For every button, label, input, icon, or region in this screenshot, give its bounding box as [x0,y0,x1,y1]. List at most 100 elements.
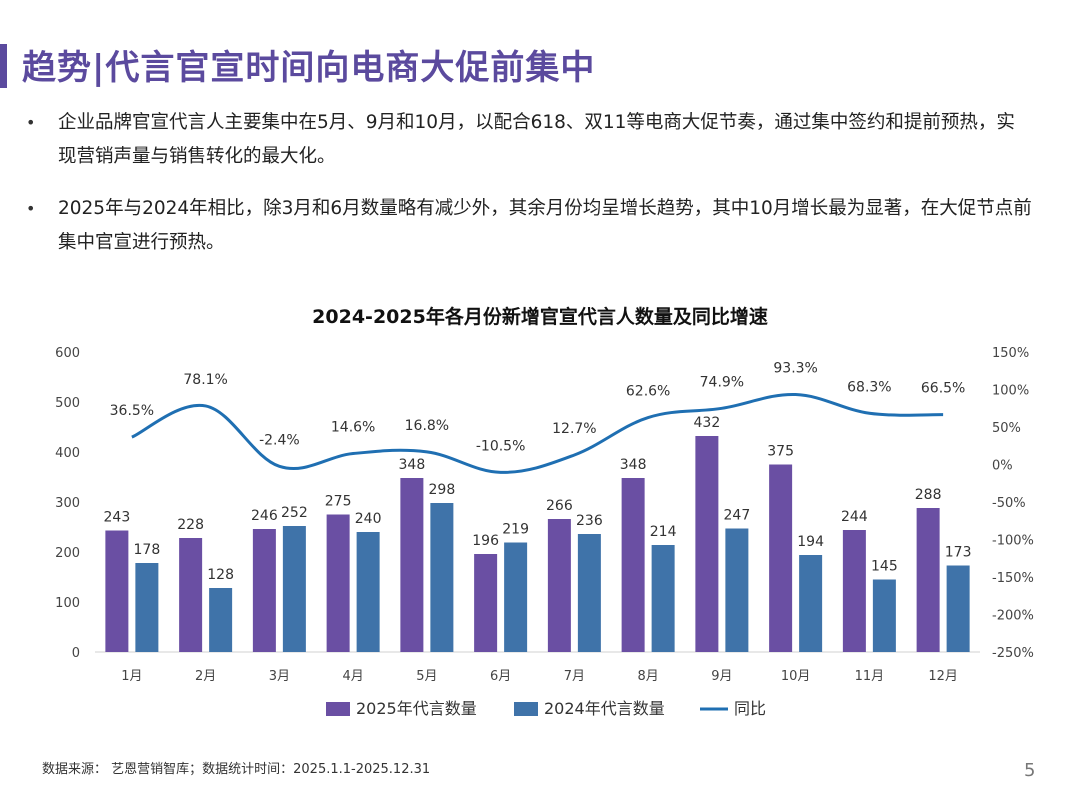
bar-2025-value-label: 228 [177,517,204,533]
bar-2024 [209,588,233,652]
bar-2024-value-label: 173 [945,545,972,561]
bar-2025-value-label: 348 [399,457,426,473]
legend-label-2025: 2025年代言数量 [356,699,477,718]
page-number: 5 [1024,760,1036,781]
bar-2024 [135,563,159,652]
bar-2025 [400,478,424,652]
bar-2024 [651,545,675,652]
bar-2024 [946,565,970,652]
bar-2024-value-label: 194 [797,534,824,550]
bar-2025 [916,508,940,652]
yoy-value-label: 93.3% [773,361,817,377]
bar-2025 [474,554,498,652]
x-tick-label: 7月 [564,669,585,684]
bar-2024-value-label: 214 [650,524,677,540]
data-source-note: 数据来源： 艺恩营销智库；数据统计时间：2025.1.1-2025.12.31 [42,762,431,777]
bar-2024-value-label: 240 [355,511,382,527]
chart-title: 2024-2025年各月份新增官宣代言人数量及同比增速 [312,305,768,328]
bar-2025-value-label: 196 [472,533,499,549]
bar-2024 [282,526,306,652]
yoy-value-label: 16.8% [405,418,449,434]
bar-2025 [179,538,203,652]
bullet-list: • 企业品牌官宣代言人主要集中在5月、9月和10月，以配合618、双11等电商大… [22,106,1032,278]
bar-2025 [547,519,571,652]
y-right-tick-label: 0% [992,459,1013,474]
x-tick-label: 8月 [637,669,658,684]
combo-chart: 2024-2025年各月份新增官宣代言人数量及同比增速 0 100 200 300 400… [55,305,1034,718]
bar-2024-value-label: 252 [281,505,308,521]
bar-2025-value-label: 348 [620,457,647,473]
bar-2025 [769,464,793,652]
bar-2024 [430,503,454,652]
legend-swatch-2024 [514,702,538,716]
bar-2025 [252,529,276,652]
title-accent-bar [0,44,7,88]
x-tick-label: 1月 [121,669,142,684]
bar-2025-value-label: 288 [915,487,942,503]
x-tick-label: 3月 [269,669,290,684]
yoy-value-label: -2.4% [259,432,300,448]
bullet-item: • 企业品牌官宣代言人主要集中在5月、9月和10月，以配合618、双11等电商大… [22,106,1032,174]
bullet-dot-icon: • [26,113,36,132]
bar-2024-value-label: 247 [724,508,751,524]
bar-2025 [695,436,719,652]
bar-2024 [356,532,380,652]
bar-2025-value-label: 432 [694,415,721,431]
x-tick-label: 9月 [711,669,732,684]
yoy-value-label: 12.7% [552,421,596,437]
y-left-tick-label: 200 [55,546,80,561]
bar-2025-value-label: 246 [251,508,278,524]
bullet-text: 企业品牌官宣代言人主要集中在5月、9月和10月，以配合618、双11等电商大促节… [58,112,1015,167]
y-left-tick-label: 600 [55,346,80,361]
bar-2025-value-label: 275 [325,494,352,510]
bullet-text: 2025年与2024年相比，除3月和6月数量略有减少外，其余月份均呈增长趋势，其… [58,198,1032,253]
x-tick-label: 6月 [490,669,511,684]
yoy-value-label: 36.5% [110,403,154,419]
yoy-value-label: -10.5% [476,438,526,454]
bar-2024 [504,542,528,652]
bar-2025-value-label: 266 [546,498,573,514]
legend-label-yoy: 同比 [734,699,766,718]
y-left-tick-label: 0 [72,646,80,661]
y-right-tick-label: -100% [992,534,1034,549]
bar-2024 [725,528,749,652]
y-left-tick-label: 400 [55,446,80,461]
x-tick-label: 11月 [855,669,885,684]
y-right-tick-label: 50% [992,421,1021,436]
yoy-value-label: 66.5% [921,381,965,397]
yoy-value-label: 14.6% [331,420,375,436]
x-tick-label: 12月 [928,669,958,684]
y-right-tick-label: -50% [992,496,1026,511]
y-left-tick-label: 300 [55,496,80,511]
bullet-item: • 2025年与2024年相比，除3月和6月数量略有减少外，其余月份均呈增长趋势… [22,192,1032,260]
bar-2024-value-label: 219 [502,522,529,538]
bar-2024 [872,579,896,652]
bar-2025 [105,530,129,652]
page-title: 趋势|代言官宣时间向电商大促前集中 [22,48,596,88]
bar-2025-value-label: 243 [104,510,131,526]
bar-2025 [326,514,350,652]
y-right-tick-label: -250% [992,646,1034,661]
y-right-tick-label: -200% [992,609,1034,624]
legend-swatch-2025 [326,702,350,716]
yoy-value-label: 62.6% [626,384,670,400]
yoy-line [131,393,944,474]
y-left-tick-label: 100 [55,596,80,611]
yoy-value-label: 74.9% [700,374,744,390]
yoy-value-label: 68.3% [847,379,891,395]
legend-label-2024: 2024年代言数量 [544,699,665,718]
bar-2024-value-label: 145 [871,559,898,575]
bar-2024 [577,534,601,652]
bullet-dot-icon: • [26,199,36,218]
bar-2024 [799,555,823,652]
x-tick-label: 2月 [195,669,216,684]
x-tick-label: 5月 [416,669,437,684]
bar-2025 [621,478,645,652]
bar-2024-value-label: 128 [207,567,234,583]
bar-2025 [842,530,866,652]
y-left-tick-label: 500 [55,396,80,411]
y-right-tick-label: -150% [992,571,1034,586]
bar-2024-value-label: 298 [429,482,456,498]
y-right-tick-label: 100% [992,384,1029,399]
bar-2025-value-label: 244 [841,509,868,525]
